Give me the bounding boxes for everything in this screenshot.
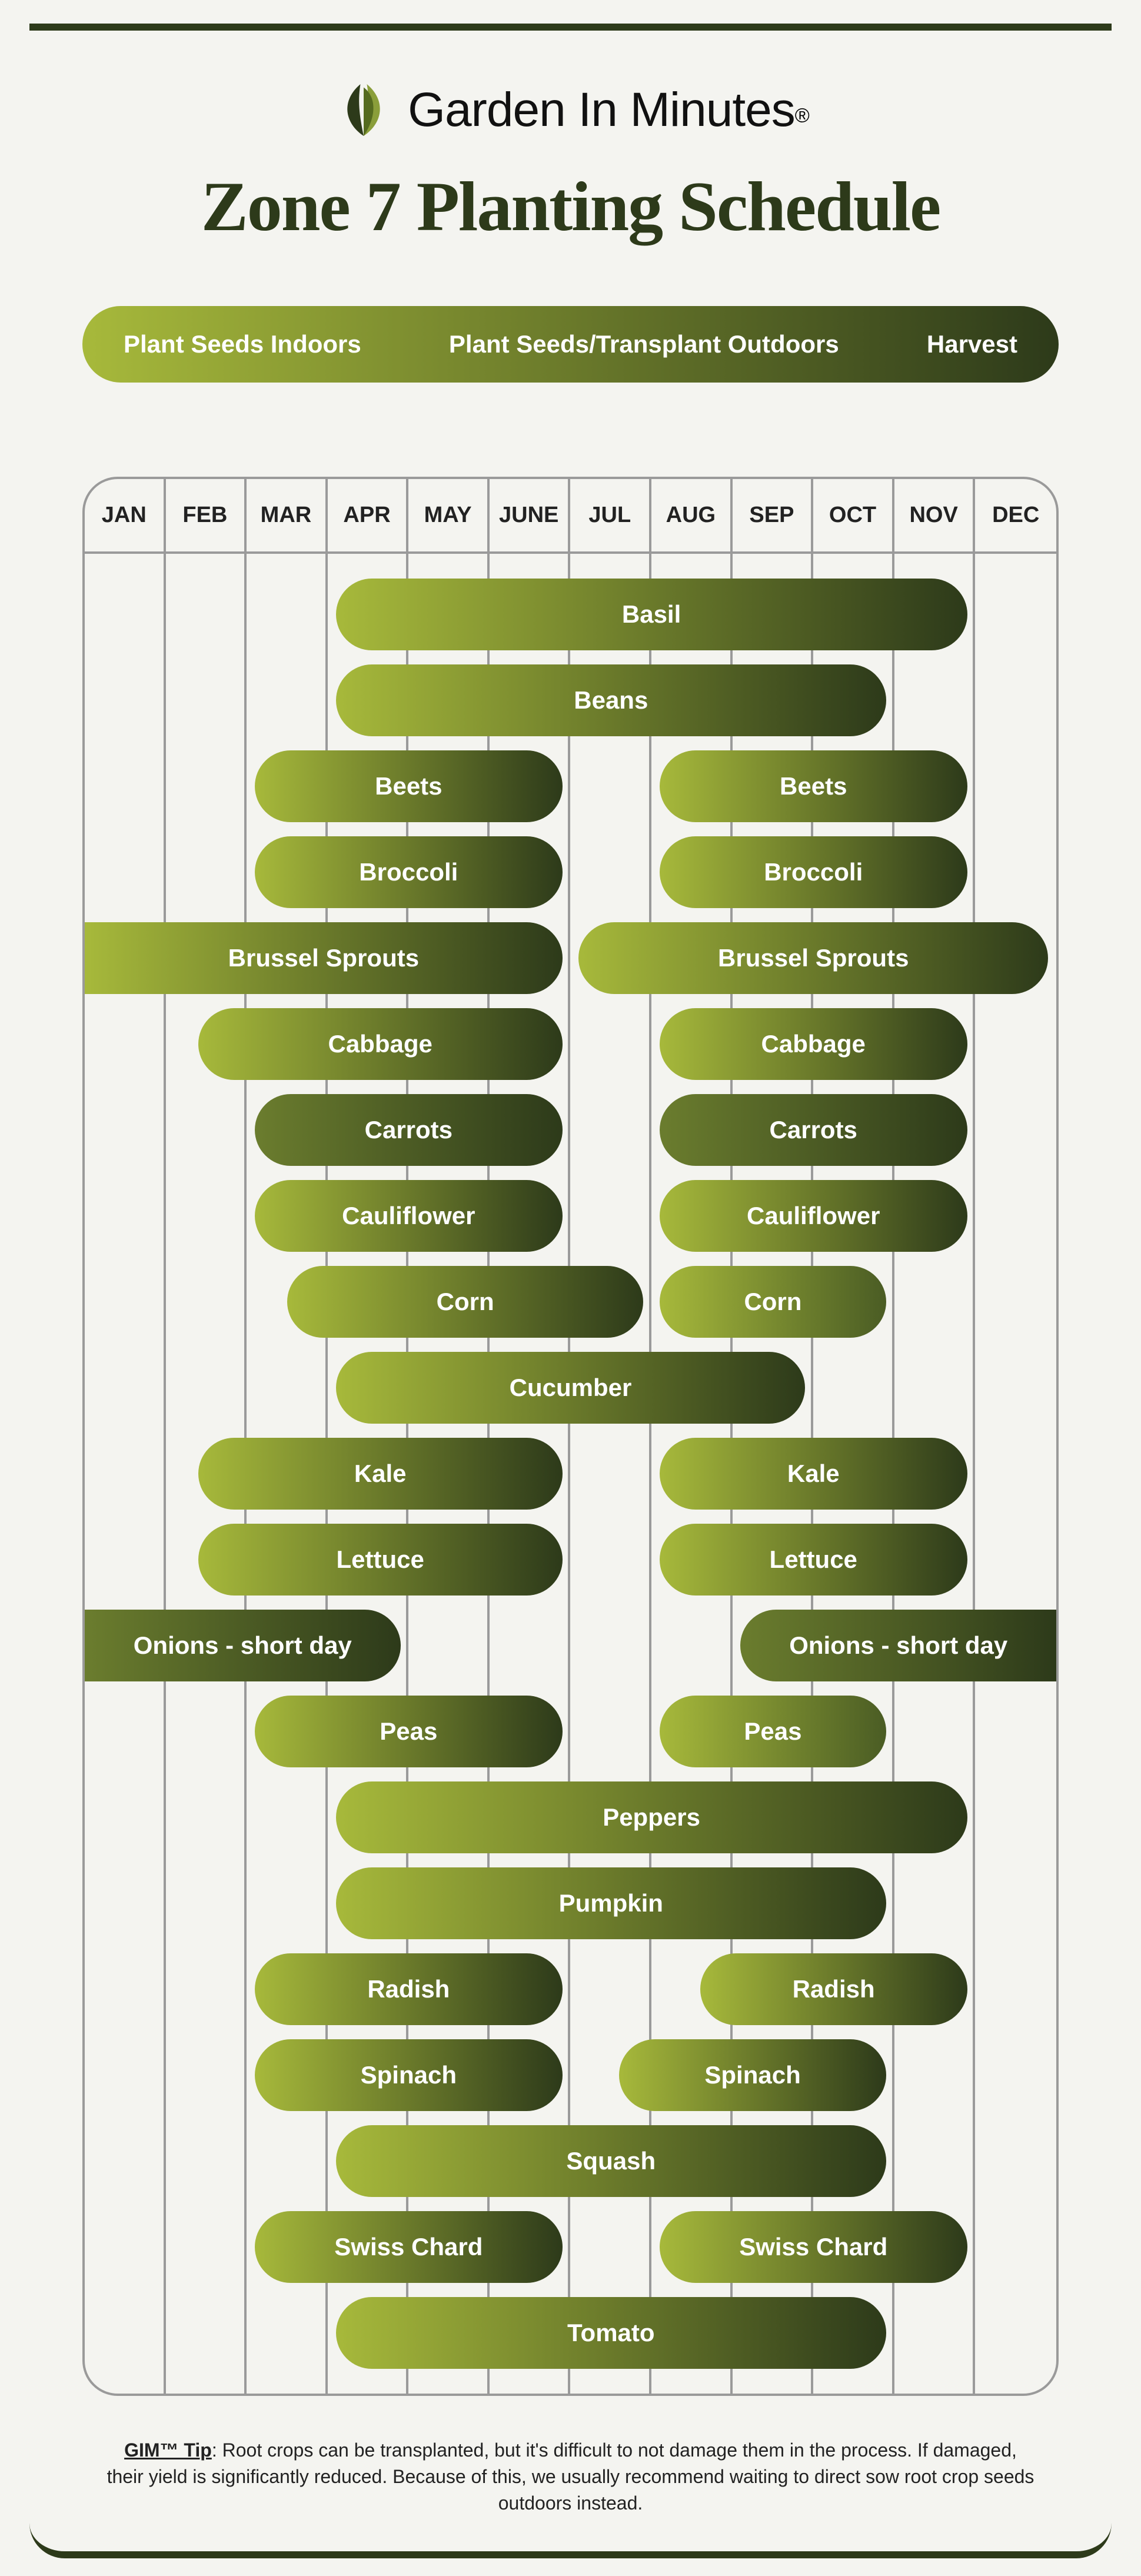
- month-header: MAR: [247, 479, 328, 551]
- chart-row: Beets Beets: [85, 743, 1056, 829]
- plant-bar: Broccoli: [660, 836, 967, 908]
- chart-row: Cauliflower Cauliflower: [85, 1173, 1056, 1259]
- month-header: OCT: [813, 479, 894, 551]
- chart-row: Carrots Carrots: [85, 1087, 1056, 1173]
- plant-bar: Squash: [336, 2125, 887, 2197]
- legend-bar: Plant Seeds Indoors Plant Seeds/Transpla…: [82, 306, 1059, 383]
- chart-row: Peppers: [85, 1774, 1056, 1860]
- legend-indoors: Plant Seeds Indoors: [124, 330, 361, 358]
- plant-bar: Cabbage: [198, 1008, 563, 1080]
- month-header: SEP: [733, 479, 814, 551]
- plant-bar: Basil: [336, 579, 967, 650]
- plant-bar: Corn: [287, 1266, 643, 1338]
- plant-bar: Lettuce: [198, 1524, 563, 1596]
- plant-bar: Cucumber: [336, 1352, 806, 1424]
- chart-row: Basil: [85, 571, 1056, 657]
- month-header-row: JANFEBMARAPRMAYJUNEJULAUGSEPOCTNOVDEC: [85, 479, 1056, 554]
- plant-bar: Brussel Sprouts: [578, 922, 1048, 994]
- month-header: JUL: [570, 479, 651, 551]
- plant-bar: Cauliflower: [255, 1180, 563, 1252]
- plant-bar: Brussel Sprouts: [85, 922, 563, 994]
- chart-row: Radish Radish: [85, 1946, 1056, 2032]
- legend-harvest: Harvest: [927, 330, 1017, 358]
- plant-bar: Pumpkin: [336, 1867, 887, 1939]
- month-header: NOV: [894, 479, 976, 551]
- chart-row: Kale Kale: [85, 1431, 1056, 1517]
- page-title: Zone 7 Planting Schedule: [82, 166, 1059, 247]
- plant-bar: Tomato: [336, 2297, 887, 2369]
- plant-bar: Beans: [336, 664, 887, 736]
- chart-row: CornCorn: [85, 1259, 1056, 1345]
- plant-bar: Radish: [255, 1953, 563, 2025]
- plant-bar: Spinach: [619, 2039, 886, 2111]
- plant-bar: Peas: [255, 1696, 563, 1767]
- plant-bar: Cauliflower: [660, 1180, 967, 1252]
- brand-name: Garden In Minutes®: [408, 82, 810, 138]
- plant-bar: Cabbage: [660, 1008, 967, 1080]
- plant-bar: Swiss Chard: [255, 2211, 563, 2283]
- month-header: JUNE: [490, 479, 571, 551]
- chart-row: Spinach Spinach: [85, 2032, 1056, 2118]
- plant-bar: Onions - short day: [740, 1610, 1056, 1681]
- plant-bar: Kale: [198, 1438, 563, 1510]
- chart-row: Brussel SproutsBrussel Sprouts: [85, 915, 1056, 1001]
- chart-row: Beans: [85, 657, 1056, 743]
- plant-bar: Swiss Chard: [660, 2211, 967, 2283]
- plant-bar: Beets: [255, 750, 563, 822]
- chart-row: Onions - short day Onions - short day: [85, 1603, 1056, 1688]
- legend-outdoors: Plant Seeds/Transplant Outdoors: [449, 330, 839, 358]
- month-header: AUG: [651, 479, 733, 551]
- plant-bar: Peas: [660, 1696, 886, 1767]
- chart-container: JANFEBMARAPRMAYJUNEJULAUGSEPOCTNOVDEC Ba…: [82, 477, 1059, 2396]
- plant-bar: Spinach: [255, 2039, 563, 2111]
- plant-bar: Broccoli: [255, 836, 563, 908]
- month-header: APR: [328, 479, 409, 551]
- chart-row: Broccoli Broccoli: [85, 829, 1056, 915]
- plant-bar: Kale: [660, 1438, 967, 1510]
- footnote: GIM™ Tip: Root crops can be transplanted…: [82, 2437, 1059, 2516]
- month-header: DEC: [975, 479, 1056, 551]
- plant-bar: Peppers: [336, 1781, 967, 1853]
- leaf-icon: [331, 78, 396, 142]
- chart-row: Swiss Chard Swiss Chard: [85, 2204, 1056, 2290]
- chart-row: Pumpkin: [85, 1860, 1056, 1946]
- registered-mark: ®: [795, 105, 810, 127]
- footnote-text: : Root crops can be transplanted, but it…: [107, 2439, 1034, 2514]
- brand-text: Garden In Minutes: [408, 83, 795, 137]
- chart-row: Tomato: [85, 2290, 1056, 2376]
- month-header: FEB: [166, 479, 247, 551]
- plant-bar: Corn: [660, 1266, 886, 1338]
- chart-rows: BasilBeansBeetsBeetsBroccoliBroccoliBrus…: [85, 554, 1056, 2394]
- plant-bar: Onions - short day: [85, 1610, 401, 1681]
- chart-row: Cabbage Cabbage: [85, 1001, 1056, 1087]
- plant-bar: Lettuce: [660, 1524, 967, 1596]
- chart-row: Cucumber: [85, 1345, 1056, 1431]
- plant-bar: Carrots: [660, 1094, 967, 1166]
- brand-logo: Garden In Minutes®: [82, 78, 1059, 142]
- schedule-card: Garden In Minutes® Zone 7 Planting Sched…: [29, 24, 1112, 2558]
- month-header: JAN: [85, 479, 166, 551]
- plant-bar: Radish: [700, 1953, 967, 2025]
- chart-row: Lettuce Lettuce: [85, 1517, 1056, 1603]
- plant-bar: Carrots: [255, 1094, 563, 1166]
- plant-bar: Beets: [660, 750, 967, 822]
- chart-row: Peas Peas: [85, 1688, 1056, 1774]
- chart-row: Squash: [85, 2118, 1056, 2204]
- footnote-lead: GIM™ Tip: [124, 2439, 212, 2461]
- month-header: MAY: [408, 479, 490, 551]
